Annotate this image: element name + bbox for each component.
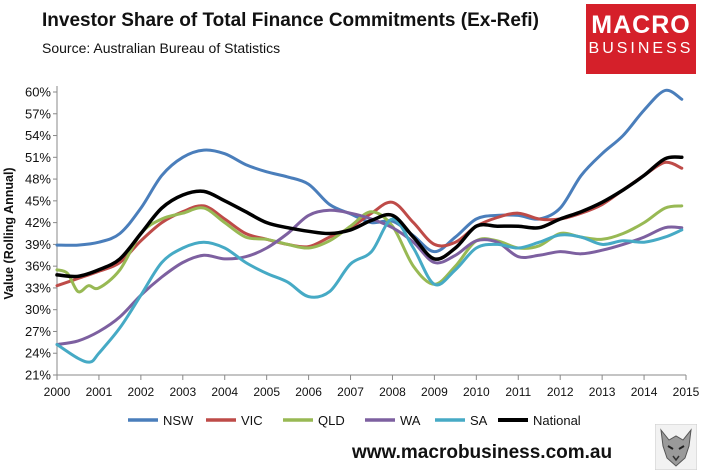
- legend-label-nsw: NSW: [163, 413, 194, 428]
- y-tick-label: 54%: [25, 128, 51, 143]
- y-tick-label: 45%: [25, 193, 51, 208]
- wolf-icon: [655, 424, 697, 470]
- x-tick-label: 2013: [589, 385, 616, 399]
- legend-label-sa: SA: [470, 413, 488, 428]
- x-tick-label: 2002: [128, 385, 155, 399]
- y-axis-label: Value (Rolling Annual): [2, 167, 16, 299]
- y-tick-label: 33%: [25, 280, 51, 295]
- series-line-nsw: [55, 88, 684, 254]
- x-tick-label: 2008: [379, 385, 406, 399]
- macrobusiness-logo: MACRO BUSINESS: [586, 4, 696, 74]
- y-tick-label: 51%: [25, 150, 51, 165]
- legend-label-national: National: [533, 413, 581, 428]
- chart-subtitle: Source: Australian Bureau of Statistics: [42, 40, 281, 56]
- legend-label-vic: VIC: [241, 413, 263, 428]
- y-tick-label: 42%: [25, 215, 51, 230]
- x-tick-label: 2010: [463, 385, 490, 399]
- x-tick-label: 2012: [547, 385, 574, 399]
- x-tick-label: 2004: [211, 385, 238, 399]
- y-tick-label: 30%: [25, 302, 51, 317]
- chart-title: Investor Share of Total Finance Commitme…: [42, 10, 539, 31]
- series-line-national: [55, 155, 684, 279]
- x-tick-label: 2000: [44, 385, 71, 399]
- x-tick-label: 2006: [295, 385, 322, 399]
- x-tick-label: 2011: [505, 385, 531, 399]
- x-tick-label: 2014: [631, 385, 658, 399]
- website-url: www.macrobusiness.com.au: [352, 442, 613, 463]
- x-tick-label: 2015: [673, 385, 700, 399]
- y-tick-label: 36%: [25, 259, 51, 274]
- x-tick-label: 2005: [253, 385, 280, 399]
- logo-line-2: BUSINESS: [588, 40, 694, 57]
- y-tick-label: 24%: [25, 346, 51, 361]
- x-tick-label: 2007: [337, 385, 364, 399]
- series-line-sa: [55, 217, 684, 364]
- y-tick-label: 60%: [25, 85, 51, 100]
- x-tick-label: 2001: [86, 385, 113, 399]
- y-tick-label: 48%: [25, 172, 51, 187]
- y-tick-label: 27%: [25, 324, 51, 339]
- legend-label-wa: WA: [400, 413, 421, 428]
- y-tick-label: 57%: [25, 106, 51, 121]
- legend-label-qld: QLD: [318, 413, 345, 428]
- y-tick-label: 39%: [25, 237, 51, 252]
- x-tick-label: 2003: [169, 385, 196, 399]
- x-tick-label: 2009: [421, 385, 448, 399]
- logo-line-1: MACRO: [591, 11, 691, 39]
- y-tick-label: 21%: [25, 368, 51, 383]
